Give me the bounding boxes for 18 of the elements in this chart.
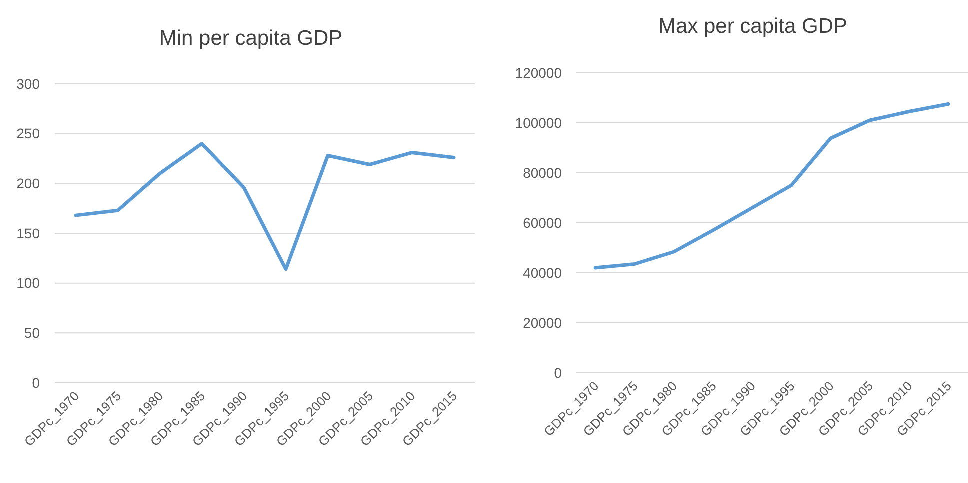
y-tick-label: 80000	[523, 164, 562, 181]
y-tick-label: 250	[16, 126, 40, 142]
y-tick-label: 100	[16, 275, 40, 292]
line-series	[74, 142, 456, 272]
y-tick-label: 100000	[515, 114, 562, 131]
y-tick-label: 200	[16, 176, 40, 192]
line-series	[594, 102, 950, 270]
y-tick-label: 120000	[515, 64, 562, 81]
y-tick-label: 0	[32, 374, 40, 391]
y-tick-label: 150	[16, 225, 40, 242]
y-tick-label: 50	[24, 325, 40, 342]
y-tick-label: 60000	[523, 214, 562, 231]
y-tick-label: 40000	[523, 264, 562, 281]
chart-title: Max per capita GDP	[658, 15, 848, 38]
chart-title: Min per capita GDP	[159, 27, 343, 50]
y-tick-label: 20000	[523, 314, 562, 331]
y-tick-label: 300	[16, 76, 40, 92]
y-tick-label: 0	[554, 364, 562, 381]
